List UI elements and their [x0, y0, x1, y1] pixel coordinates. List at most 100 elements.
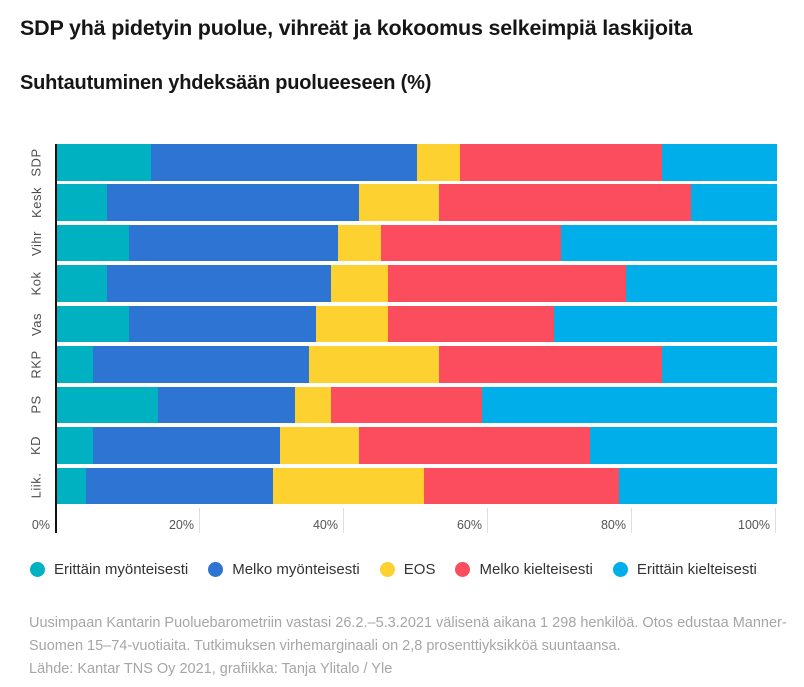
- y-axis-label-box: RKP: [19, 346, 53, 383]
- y-axis-label-box: Liik.: [19, 468, 53, 505]
- y-axis-label: Kesk: [28, 187, 44, 219]
- y-axis-label: Liik.: [28, 472, 44, 499]
- bar-segment[interactable]: [438, 184, 691, 221]
- legend-item: EOS: [379, 561, 436, 578]
- bar-segment[interactable]: [107, 265, 331, 302]
- bar-row-vas: [57, 305, 777, 347]
- legend-dot-icon: [208, 562, 224, 577]
- legend-label: Erittäin myönteisesti: [54, 561, 189, 578]
- chart-subtitle: Suhtautuminen yhdeksään puolueeseen (%): [20, 72, 432, 94]
- y-axis-label: Kok: [28, 271, 44, 296]
- bar-segment[interactable]: [57, 346, 93, 383]
- y-axis-label-box: Kesk: [19, 184, 53, 221]
- bar-segment[interactable]: [625, 265, 777, 302]
- x-tick-label: 40%: [312, 518, 338, 532]
- legend-dot-icon: [455, 562, 471, 577]
- bar-row-kesk: [57, 184, 777, 225]
- y-axis-label-box: PS: [19, 387, 53, 424]
- y-axis-label: RKP: [28, 350, 44, 379]
- bar-segment[interactable]: [438, 346, 662, 383]
- bar-segment[interactable]: [661, 144, 777, 181]
- bar-segment[interactable]: [57, 305, 129, 343]
- x-tick-label: 60%: [456, 518, 482, 532]
- bar-segment[interactable]: [330, 265, 389, 302]
- bar-segment[interactable]: [309, 346, 439, 383]
- bar-segment[interactable]: [388, 265, 626, 302]
- bar-segment[interactable]: [359, 427, 590, 464]
- bar-row-rkp: [57, 346, 777, 387]
- legend-dot-icon: [612, 562, 628, 577]
- legend-item: Erittäin kielteisesti: [612, 561, 757, 578]
- legend-item: Melko myönteisesti: [208, 561, 360, 578]
- bar-segment[interactable]: [85, 467, 273, 505]
- y-axis-label: SDP: [28, 148, 44, 177]
- stacked-bar: [57, 265, 777, 302]
- legend-dot-icon: [379, 562, 395, 577]
- bar-segment[interactable]: [316, 305, 389, 343]
- bar-segment[interactable]: [481, 386, 777, 424]
- bar-segment[interactable]: [380, 224, 561, 262]
- bar-row-kd: [57, 427, 777, 468]
- bar-segment[interactable]: [280, 427, 360, 464]
- bar-segment[interactable]: [589, 427, 777, 464]
- bar-segment[interactable]: [57, 427, 93, 464]
- chart-legend: Erittäin myönteisesti Melko myönteisesti E…: [30, 561, 794, 578]
- stacked-bar: [57, 386, 777, 424]
- bar-segment[interactable]: [57, 224, 129, 262]
- stacked-bar: [57, 346, 777, 383]
- bar-segment[interactable]: [460, 144, 662, 181]
- legend-label: EOS: [403, 561, 436, 578]
- x-tick-label: 20%: [168, 518, 194, 532]
- bar-segment[interactable]: [330, 386, 482, 424]
- bar-row-ps: [57, 386, 777, 428]
- bar-segment[interactable]: [424, 467, 619, 505]
- y-axis-label: Vihr: [28, 230, 44, 256]
- x-tick-label: 0%: [31, 518, 50, 532]
- bar-segment[interactable]: [57, 144, 151, 181]
- bar-segment[interactable]: [560, 224, 777, 262]
- source-note: Uusimpaan Kantarin Puoluebarometriin vas…: [29, 612, 787, 681]
- legend-label: Melko myönteisesti: [232, 561, 360, 578]
- y-axis-label-box: Kok: [19, 265, 53, 302]
- bar-segment[interactable]: [57, 386, 158, 424]
- source-note-credit: Lähde: Kantar TNS Oy 2021, grafiikka: Ta…: [29, 661, 393, 677]
- stacked-bar: [57, 305, 777, 343]
- bar-segment[interactable]: [618, 467, 777, 505]
- bar-segment[interactable]: [93, 346, 309, 383]
- stacked-bar: [57, 184, 777, 221]
- bar-segment[interactable]: [294, 386, 331, 424]
- bar-segment[interactable]: [388, 305, 554, 343]
- bar-segment[interactable]: [93, 427, 281, 464]
- bar-segment[interactable]: [157, 386, 295, 424]
- bar-segment[interactable]: [57, 184, 108, 221]
- bar-segment[interactable]: [359, 184, 439, 221]
- bar-segment[interactable]: [57, 265, 108, 302]
- x-tick-label: 80%: [600, 518, 626, 532]
- y-axis-label: Vas: [28, 312, 44, 336]
- y-axis-label: KD: [28, 435, 44, 455]
- y-axis-label: PS: [28, 395, 44, 415]
- bar-row-kok: [57, 265, 777, 306]
- legend-label: Erittäin kielteisesti: [636, 561, 757, 578]
- bar-row-vihr: [57, 224, 777, 266]
- bar-segment[interactable]: [129, 224, 338, 262]
- bar-segment[interactable]: [661, 346, 777, 383]
- stacked-bar: [57, 144, 777, 181]
- y-axis-line: [55, 144, 57, 533]
- stacked-bar: [57, 467, 777, 505]
- bar-segment[interactable]: [129, 305, 317, 343]
- bar-segment[interactable]: [337, 224, 381, 262]
- bar-segment[interactable]: [553, 305, 777, 343]
- legend-label: Melko kielteisesti: [479, 561, 593, 578]
- bar-segment[interactable]: [57, 467, 86, 505]
- stacked-bar-chart: 0% 20% 40% 60% 80% 100% SDP Kesk Vihr Kok Vas RKP PS…: [28, 144, 777, 533]
- bar-segment[interactable]: [150, 144, 417, 181]
- bar-segment[interactable]: [416, 144, 461, 181]
- bar-segment[interactable]: [107, 184, 360, 221]
- y-axis-label-box: KD: [19, 427, 53, 464]
- bar-segment[interactable]: [690, 184, 777, 221]
- bar-segment[interactable]: [272, 467, 425, 505]
- bar-row-sdp: [57, 144, 777, 185]
- x-tick-label: 100%: [738, 518, 770, 532]
